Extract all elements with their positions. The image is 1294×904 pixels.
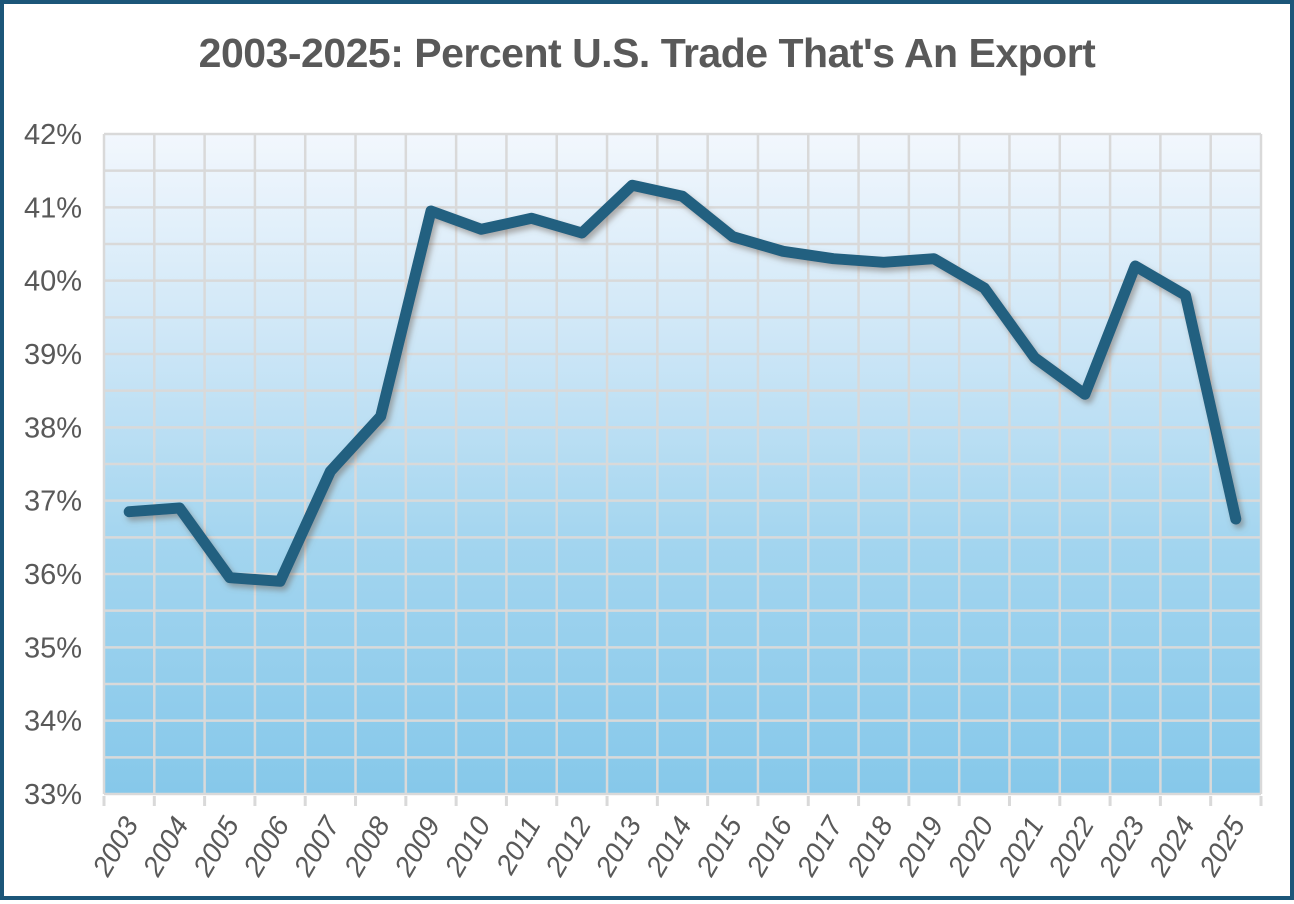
x-axis-label: 2015 — [690, 811, 749, 882]
x-axis-label: 2020 — [941, 811, 1000, 882]
y-axis-label: 34% — [24, 706, 82, 738]
y-axis-labels: 42% 41% 40% 39% 38% 37% 36% 35% 34% 33% — [24, 119, 82, 811]
x-axis-label: 2025 — [1193, 811, 1252, 882]
line-chart-canvas: 42%41%40%39%38%37%36%35%34%33%2003200420… — [4, 4, 1294, 904]
x-axis-label: 2010 — [438, 811, 497, 882]
x-axis-label: 2018 — [840, 811, 899, 882]
x-axis-label: 2011 — [489, 812, 546, 881]
y-axis-label: 40% — [24, 266, 82, 298]
x-axis-label: 2013 — [589, 811, 648, 882]
x-axis-label: 2014 — [639, 812, 697, 882]
y-axis-label: 38% — [24, 412, 82, 444]
x-axis-label: 2021 — [991, 812, 1049, 882]
x-axis-label: 2016 — [740, 811, 799, 882]
y-axis-label: 33% — [24, 779, 82, 811]
x-axis-label: 2022 — [1042, 811, 1101, 882]
x-axis-label: 2019 — [891, 812, 949, 882]
x-axis-ticks — [104, 796, 1261, 806]
y-axis-label: 37% — [24, 486, 82, 518]
y-axis-label: 39% — [24, 339, 82, 371]
x-axis-label: 2024 — [1142, 812, 1200, 882]
x-axis-label: 2012 — [539, 811, 598, 882]
x-axis-label: 2017 — [790, 810, 849, 882]
x-axis-labels: 2003200420052006200720082009201020112012… — [86, 810, 1251, 882]
y-axis-label: 42% — [24, 119, 82, 151]
x-axis-label: 2003 — [86, 811, 145, 882]
x-axis-label: 2009 — [388, 812, 446, 882]
y-axis-label: 35% — [24, 632, 82, 664]
x-axis-label: 2007 — [287, 810, 346, 882]
x-axis-label: 2004 — [136, 812, 194, 882]
y-axis-label: 41% — [24, 192, 82, 224]
y-axis-label: 36% — [24, 559, 82, 591]
x-axis-label: 2006 — [237, 811, 296, 882]
x-axis-label: 2005 — [186, 811, 245, 882]
x-axis-label: 2008 — [337, 811, 396, 882]
x-axis-label: 2023 — [1092, 811, 1151, 882]
